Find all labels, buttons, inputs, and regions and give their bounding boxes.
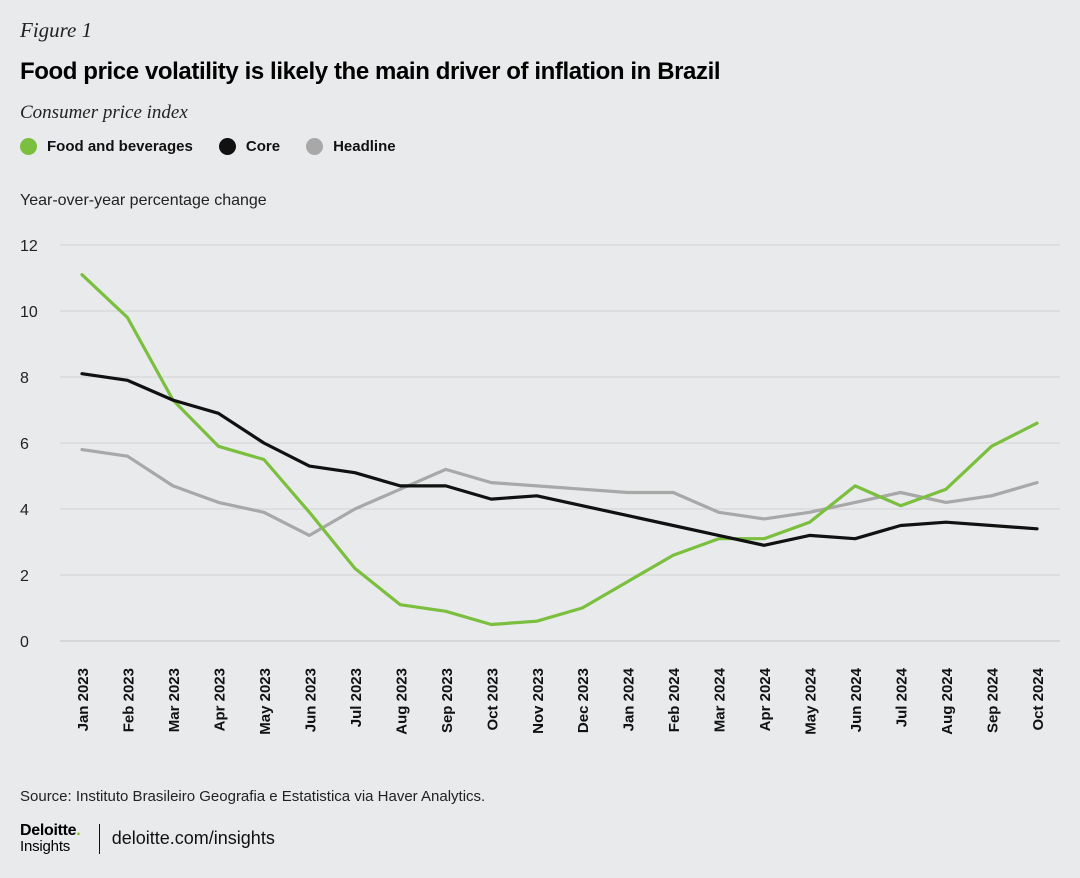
y-tick-label: 4 bbox=[20, 502, 29, 519]
y-tick-label: 0 bbox=[20, 634, 29, 651]
x-tick-label: Feb 2024 bbox=[666, 667, 683, 732]
legend-label-core: Core bbox=[245, 138, 281, 155]
figure-label: Figure 1 bbox=[20, 18, 93, 42]
x-tick-label: Sep 2024 bbox=[985, 667, 1002, 733]
chart-subtitle: Consumer price index bbox=[20, 102, 188, 123]
x-tick-label: Oct 2024 bbox=[1030, 667, 1047, 730]
y-tick-label: 12 bbox=[20, 238, 38, 255]
x-tick-label: Apr 2023 bbox=[211, 668, 228, 731]
series-line-headline bbox=[80, 448, 1039, 538]
brand-name: Deloitte bbox=[20, 822, 77, 839]
x-tick-label: Feb 2023 bbox=[120, 668, 137, 732]
x-tick-label: Jun 2023 bbox=[302, 668, 319, 732]
brand-dot: . bbox=[76, 822, 81, 839]
footer-divider bbox=[98, 823, 100, 854]
series-line-food bbox=[80, 273, 1039, 627]
series-line-core bbox=[80, 372, 1039, 547]
source-note: Source: Instituto Brasileiro Geografia e… bbox=[20, 788, 486, 805]
x-tick-label: May 2024 bbox=[803, 667, 820, 734]
x-tick-label: Dec 2023 bbox=[575, 668, 592, 733]
legend-swatch-headline bbox=[306, 138, 324, 155]
x-tick-label: Nov 2023 bbox=[530, 668, 547, 734]
legend-item-food: Food and beverages bbox=[20, 138, 193, 155]
x-tick-label: Sep 2023 bbox=[439, 668, 456, 733]
x-tick-label: Jan 2023 bbox=[75, 668, 92, 731]
x-tick-label: Jul 2024 bbox=[894, 667, 911, 727]
footer: Deloitte. Insights deloitte.com/insights bbox=[20, 822, 275, 855]
legend-swatch-core bbox=[218, 138, 236, 155]
x-tick-label: Oct 2023 bbox=[484, 668, 501, 731]
x-tick-label: Aug 2024 bbox=[939, 667, 956, 734]
line-chart: 0 2 4 6 8 10 12 Jan 2023 Feb 2023 Mar 2023 Apr 20… bbox=[20, 238, 1060, 735]
y-tick-label: 10 bbox=[20, 304, 38, 321]
y-tick-labels: 0 2 4 6 8 10 12 bbox=[20, 238, 38, 651]
x-tick-label: Aug 2023 bbox=[393, 668, 410, 735]
y-tick-label: 2 bbox=[20, 568, 29, 585]
deloitte-insights-logo: Deloitte. Insights bbox=[20, 822, 81, 855]
y-tick-label: 8 bbox=[20, 370, 29, 387]
chart-title: Food price volatility is likely the main… bbox=[20, 58, 721, 85]
x-tick-label: Jul 2023 bbox=[348, 668, 365, 727]
x-tick-label: Mar 2023 bbox=[166, 668, 183, 732]
legend: Food and beverages Core Headline bbox=[20, 138, 396, 155]
x-tick-label: Apr 2024 bbox=[757, 667, 774, 731]
legend-label-headline: Headline bbox=[333, 138, 396, 155]
gridlines bbox=[60, 244, 1060, 642]
y-axis-label: Year-over-year percentage change bbox=[20, 192, 267, 209]
site-link[interactable]: deloitte.com/insights bbox=[111, 828, 275, 848]
legend-item-headline: Headline bbox=[306, 138, 396, 155]
y-tick-label: 6 bbox=[20, 436, 29, 453]
x-tick-labels: Jan 2023 Feb 2023 Mar 2023 Apr 2023 May 2023… bbox=[75, 667, 1047, 734]
x-tick-label: May 2023 bbox=[257, 668, 274, 735]
brand-sub: Insights bbox=[20, 838, 71, 855]
x-tick-label: Jan 2024 bbox=[621, 667, 638, 731]
legend-swatch-food bbox=[20, 138, 37, 155]
series-lines bbox=[80, 273, 1039, 627]
x-tick-label: Mar 2024 bbox=[712, 667, 729, 732]
legend-item-core: Core bbox=[218, 138, 281, 155]
x-tick-label: Jun 2024 bbox=[848, 667, 865, 732]
legend-label-food: Food and beverages bbox=[47, 138, 193, 155]
